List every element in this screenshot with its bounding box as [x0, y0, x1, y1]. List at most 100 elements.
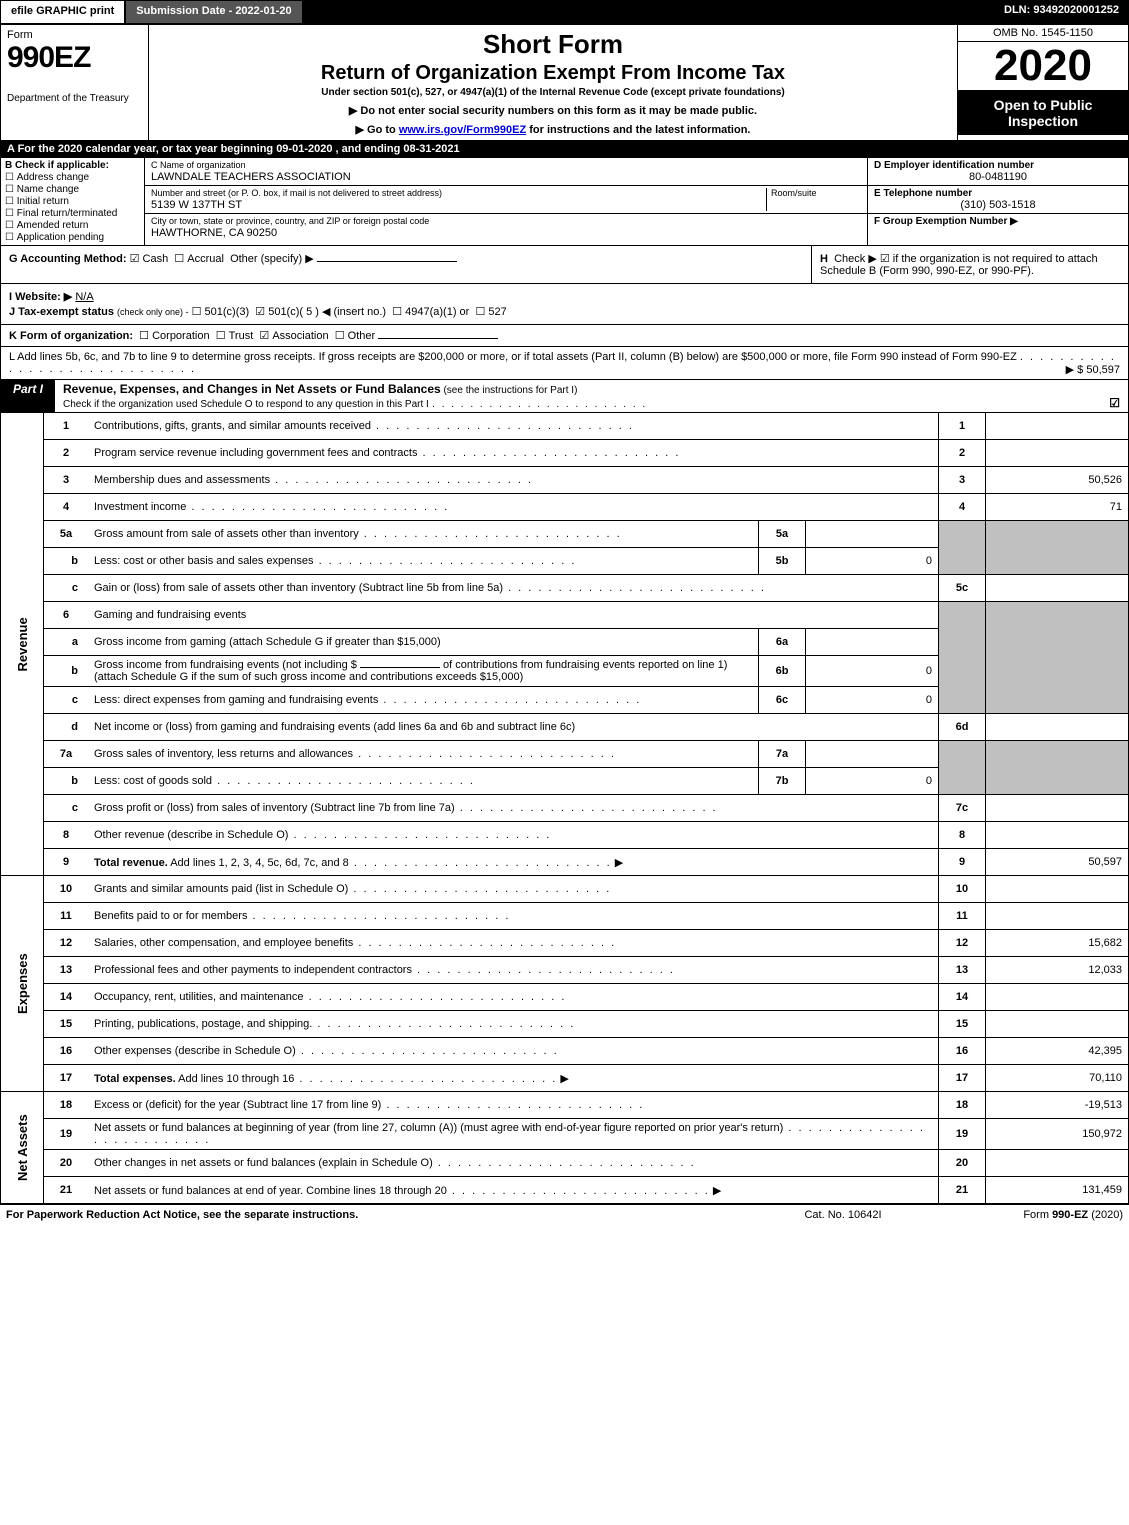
k-label: K Form of organization: [9, 330, 133, 342]
l14-desc: Occupancy, rent, utilities, and maintena… [88, 984, 939, 1011]
chk-amended-return[interactable]: Amended return [5, 220, 140, 231]
part-i-check-line: Check if the organization used Schedule … [63, 399, 429, 410]
corp-label: Corporation [152, 330, 209, 342]
chk-association[interactable] [259, 330, 272, 342]
chk-initial-return[interactable]: Initial return [5, 196, 140, 207]
org-name-label: C Name of organization [151, 160, 246, 170]
other-org-label: Other [348, 330, 376, 342]
period-line-a: A For the 2020 calendar year, or tax yea… [0, 141, 1129, 158]
submission-date-label: Submission Date - 2022-01-20 [125, 0, 302, 24]
other-org-input[interactable] [378, 338, 498, 339]
l18-num: 18 [44, 1092, 89, 1119]
part-i-title-text: Revenue, Expenses, and Changes in Net As… [63, 382, 441, 396]
l6-greycol [939, 602, 986, 714]
chk-application-pending[interactable]: Application pending [5, 232, 140, 243]
l5c-desc: Gain or (loss) from sale of assets other… [88, 575, 939, 602]
l2-num: 2 [44, 440, 89, 467]
chk-4947a1[interactable] [392, 306, 405, 318]
l11-num: 11 [44, 903, 89, 930]
chk-address-change[interactable]: Address change [5, 172, 140, 183]
l14-num: 14 [44, 984, 89, 1011]
org-name-row: C Name of organization LAWNDALE TEACHERS… [145, 158, 867, 186]
l5a-mid: 5a [759, 521, 806, 548]
l6c-mid: 6c [759, 687, 806, 714]
header-right-block: OMB No. 1545-1150 2020 Open to Public In… [958, 25, 1128, 140]
chk-other-org[interactable] [335, 330, 348, 342]
other-specify-input[interactable] [317, 261, 457, 262]
chk-corporation[interactable] [139, 330, 152, 342]
l7c-col: 7c [939, 795, 986, 822]
l14-col: 14 [939, 984, 986, 1011]
block-c-address: C Name of organization LAWNDALE TEACHERS… [145, 158, 868, 245]
l9-desc: Total revenue. Add lines 1, 2, 3, 4, 5c,… [88, 849, 939, 876]
chk-trust[interactable] [216, 330, 229, 342]
l7c-num: c [44, 795, 89, 822]
chk-schedule-o-part-i[interactable] [1109, 396, 1120, 410]
l19-num: 19 [44, 1119, 89, 1150]
omb-number: OMB No. 1545-1150 [958, 25, 1128, 42]
assoc-label: Association [272, 330, 328, 342]
group-exemption-row: F Group Exemption Number ▶ [868, 214, 1128, 229]
chk-501c[interactable] [255, 306, 268, 318]
l10-desc: Grants and similar amounts paid (list in… [88, 876, 939, 903]
l4-desc: Investment income [88, 494, 939, 521]
l6d-val [986, 714, 1129, 741]
trust-label: Trust [229, 330, 254, 342]
l17-col: 17 [939, 1065, 986, 1092]
l7a-midval [806, 741, 939, 768]
l6d-desc: Net income or (loss) from gaming and fun… [88, 714, 939, 741]
l5b-num: b [44, 548, 89, 575]
l3-desc: Membership dues and assessments [88, 467, 939, 494]
l18-col: 18 [939, 1092, 986, 1119]
phone-label: E Telephone number [874, 188, 972, 199]
chk-final-return[interactable]: Final return/terminated [5, 208, 140, 219]
revenue-side-label: Revenue [1, 413, 44, 876]
l3-num: 3 [44, 467, 89, 494]
l7ab-greycol [939, 741, 986, 795]
l1-col: 1 [939, 413, 986, 440]
chk-accrual[interactable] [174, 253, 187, 265]
l7a-mid: 7a [759, 741, 806, 768]
cash-label: Cash [143, 253, 169, 265]
l6b-desc: Gross income from fundraising events (no… [88, 656, 759, 687]
l11-desc: Benefits paid to or for members [88, 903, 939, 930]
other-specify-label: Other (specify) ▶ [230, 253, 314, 265]
l16-col: 16 [939, 1038, 986, 1065]
street-value: 5139 W 137TH ST [151, 199, 242, 211]
tax-year: 2020 [958, 42, 1128, 91]
chk-cash[interactable] [130, 253, 143, 265]
l15-col: 15 [939, 1011, 986, 1038]
efile-print-button[interactable]: efile GRAPHIC print [0, 0, 125, 24]
accrual-label: Accrual [187, 253, 224, 265]
part-i-lines-table: Revenue 1 Contributions, gifts, grants, … [0, 413, 1129, 1204]
irs-form-link[interactable]: www.irs.gov/Form990EZ [399, 124, 526, 136]
l16-desc: Other expenses (describe in Schedule O) [88, 1038, 939, 1065]
street-label: Number and street (or P. O. box, if mail… [151, 188, 442, 198]
l10-col: 10 [939, 876, 986, 903]
l6a-mid: 6a [759, 629, 806, 656]
part-i-header: Part I Revenue, Expenses, and Changes in… [0, 380, 1129, 413]
chk-501c3[interactable] [192, 306, 205, 318]
entity-info-block: B Check if applicable: Address change Na… [0, 158, 1129, 246]
l8-col: 8 [939, 822, 986, 849]
dept-treasury: Department of the Treasury [7, 93, 142, 104]
tax-exempt-status-line: J Tax-exempt status (check only one) - J… [9, 305, 1120, 318]
l5b-mid: 5b [759, 548, 806, 575]
l13-num: 13 [44, 957, 89, 984]
l7c-desc: Gross profit or (loss) from sales of inv… [88, 795, 939, 822]
l5b-desc: Less: cost or other basis and sales expe… [88, 548, 759, 575]
l6b-contrib-input[interactable] [360, 667, 440, 668]
l-gross-receipts-line: L Add lines 5b, 6c, and 7b to line 9 to … [0, 347, 1129, 380]
page-footer: For Paperwork Reduction Act Notice, see … [0, 1204, 1129, 1225]
l13-desc: Professional fees and other payments to … [88, 957, 939, 984]
chk-schedule-b-not-required[interactable] [880, 253, 893, 265]
l5c-num: c [44, 575, 89, 602]
l6b-num: b [44, 656, 89, 687]
l12-col: 12 [939, 930, 986, 957]
open-public-inspection: Open to Public Inspection [958, 91, 1128, 135]
chk-527[interactable] [475, 306, 488, 318]
section-subtitle: Under section 501(c), 527, or 4947(a)(1)… [157, 87, 949, 98]
l6a-desc: Gross income from gaming (attach Schedul… [88, 629, 759, 656]
l3-val: 50,526 [986, 467, 1129, 494]
chk-name-change[interactable]: Name change [5, 184, 140, 195]
